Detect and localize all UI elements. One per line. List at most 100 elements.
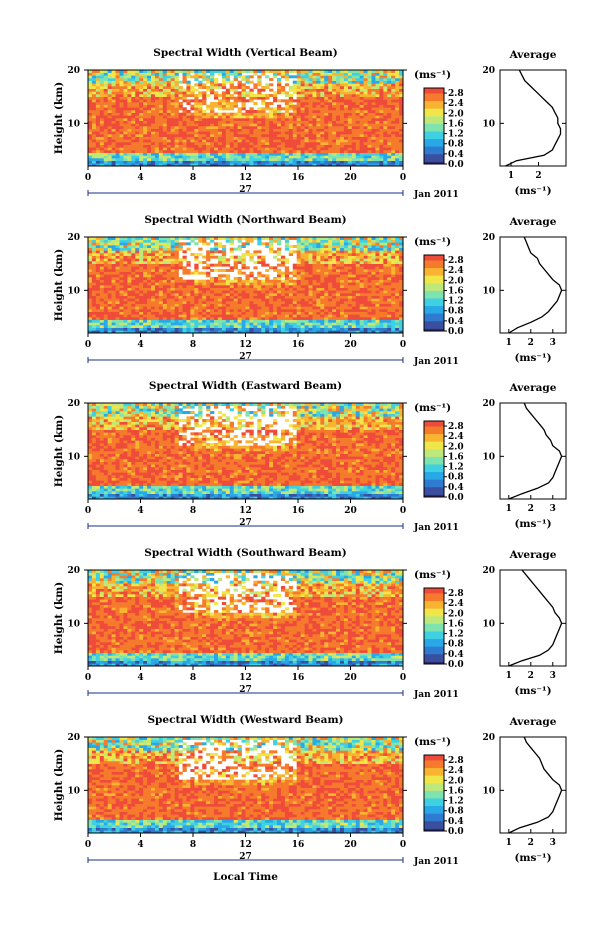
heat-cell	[225, 306, 231, 310]
heat-cell	[103, 91, 108, 95]
heat-cell	[316, 295, 321, 299]
heat-cell	[158, 115, 164, 119]
heat-cell	[395, 126, 400, 129]
heat-cell	[328, 311, 333, 315]
heat-cell	[139, 274, 144, 278]
heat-cell	[174, 110, 179, 113]
heat-cell	[162, 290, 168, 294]
heat-cell	[347, 104, 353, 108]
heat-cell	[304, 136, 309, 140]
heat-cell	[186, 314, 191, 318]
heat-cell	[198, 134, 203, 137]
heat-cell	[95, 271, 101, 275]
heat-cell	[91, 274, 97, 278]
heat-cell	[359, 75, 364, 79]
heat-cell	[95, 120, 101, 124]
heat-cell	[217, 115, 223, 119]
heat-cell	[391, 142, 396, 145]
heat-cell	[249, 131, 254, 135]
heat-cell	[154, 258, 160, 262]
heat-cell	[123, 147, 128, 151]
heat-cell	[229, 94, 234, 97]
heat-cell	[343, 120, 349, 124]
heat-cell	[359, 128, 364, 132]
heat-cell	[273, 110, 278, 113]
heat-cell	[245, 128, 250, 132]
heat-cell	[135, 123, 140, 127]
heat-cell	[273, 155, 278, 159]
heat-cell	[296, 287, 301, 291]
heat-cell	[214, 306, 219, 310]
heat-cell	[328, 88, 333, 92]
heat-cell	[336, 271, 341, 275]
heat-cell	[210, 290, 215, 294]
heat-cell	[359, 94, 364, 97]
heat-cell	[391, 112, 396, 116]
heat-cell	[265, 144, 270, 148]
heat-cell	[233, 134, 238, 137]
heat-cell	[186, 317, 191, 320]
heat-cell	[343, 306, 349, 310]
heat-cell	[186, 306, 191, 310]
heat-cell	[257, 325, 262, 328]
heat-cell	[300, 290, 305, 294]
heat-cell	[131, 290, 136, 294]
heat-cell	[170, 123, 175, 127]
heat-cell	[95, 86, 101, 89]
heat-cell	[367, 282, 372, 286]
heat-cell	[363, 126, 368, 129]
heat-cell	[328, 279, 333, 283]
heat-cell	[391, 298, 396, 302]
heat-cell	[202, 96, 207, 100]
heat-cell	[162, 325, 168, 328]
heat-cell	[214, 160, 219, 164]
heat-cell	[245, 150, 250, 153]
heat-cell	[162, 306, 168, 310]
heat-cell	[399, 104, 404, 108]
heat-cell	[379, 112, 384, 116]
heat-cell	[371, 266, 376, 270]
heat-cell	[391, 306, 396, 310]
heat-cell	[233, 96, 238, 100]
heat-cell	[143, 322, 148, 326]
heat-cell	[127, 309, 132, 312]
heat-cell	[202, 131, 207, 135]
heat-cell	[119, 70, 124, 73]
heat-cell	[324, 330, 329, 334]
heat-cell	[312, 303, 317, 307]
heat-cell	[249, 128, 254, 132]
heat-cell	[265, 120, 270, 124]
heat-cell	[343, 110, 349, 113]
heat-cell	[257, 311, 262, 315]
heat-cell	[119, 290, 124, 294]
heat-cell	[245, 139, 250, 143]
heat-cell	[375, 285, 380, 288]
heat-cell	[190, 298, 195, 302]
heat-cell	[391, 274, 396, 278]
heat-cell	[237, 123, 242, 127]
heat-cell	[288, 309, 294, 312]
heat-cell	[174, 295, 179, 299]
heat-cell	[257, 144, 262, 148]
heat-cell	[383, 99, 388, 103]
heat-cell	[340, 330, 345, 334]
heat-cell	[202, 120, 207, 124]
heat-cell	[269, 134, 274, 137]
heat-cell	[343, 279, 349, 283]
heat-cell	[198, 152, 203, 156]
heat-cell	[233, 255, 238, 259]
heat-cell	[194, 314, 199, 318]
heat-cell	[147, 255, 152, 259]
heat-cell	[273, 290, 278, 294]
heat-cell	[107, 88, 112, 92]
y-tick-label: 20	[67, 66, 80, 76]
heat-cell	[265, 285, 270, 288]
heat-cell	[245, 147, 250, 151]
heat-cell	[320, 104, 325, 108]
heat-cell	[119, 126, 124, 129]
heat-cell	[174, 258, 179, 262]
heat-cell	[214, 134, 219, 137]
heat-cell	[237, 261, 242, 264]
heat-cell	[277, 263, 282, 267]
heat-cell	[186, 160, 191, 164]
